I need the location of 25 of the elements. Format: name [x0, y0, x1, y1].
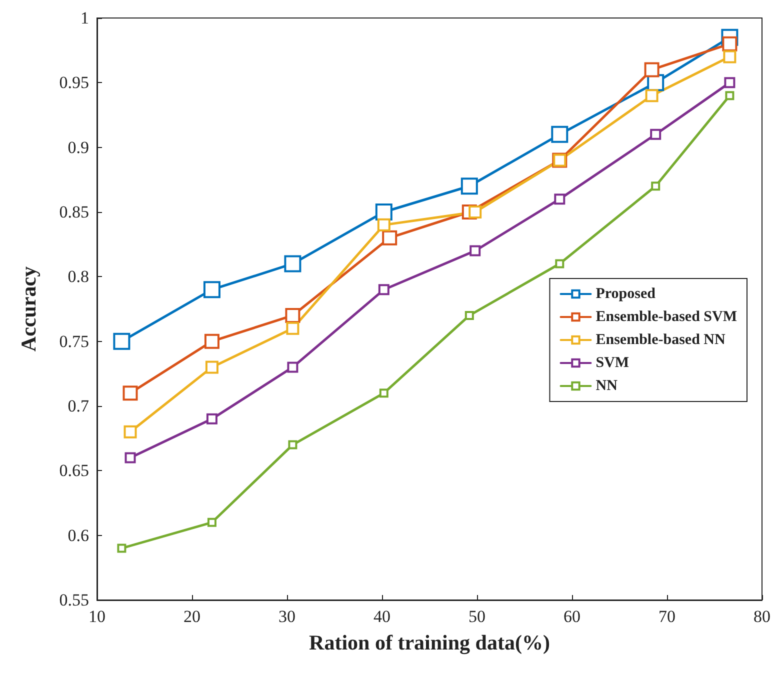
y-axis-title: Accuracy	[16, 266, 40, 352]
x-tick-label: 70	[658, 607, 676, 626]
y-tick-label: 0.65	[59, 461, 89, 480]
legend-label: Ensemble-based NN	[596, 332, 726, 348]
x-tick-label: 20	[184, 607, 200, 626]
y-tick-label: 0.9	[68, 138, 89, 157]
legend-label: Proposed	[596, 286, 656, 302]
legend-label: NN	[596, 378, 618, 394]
x-tick-label: 10	[88, 607, 106, 626]
x-tick-label: 80	[754, 607, 770, 626]
y-tick-label: 1	[80, 8, 89, 28]
y-tick-label: 0.85	[59, 202, 89, 222]
legend-label: SVM	[596, 355, 630, 371]
y-tick-label: 0.6	[68, 526, 89, 545]
x-tick-label: 40	[374, 607, 390, 626]
y-tick-label: 0.75	[59, 332, 89, 351]
y-tick-label: 0.55	[59, 590, 89, 610]
x-tick-label: 60	[564, 607, 580, 626]
y-tick-label: 0.95	[59, 73, 89, 92]
x-axis-title: Ration of training data(%)	[309, 630, 550, 654]
legend-label: Ensemble-based SVM	[596, 309, 738, 325]
y-tick-label: 0.8	[68, 267, 89, 286]
x-tick-label: 30	[278, 607, 296, 626]
x-tick-label: 50	[468, 607, 486, 626]
y-tick-label: 0.7	[68, 396, 90, 416]
